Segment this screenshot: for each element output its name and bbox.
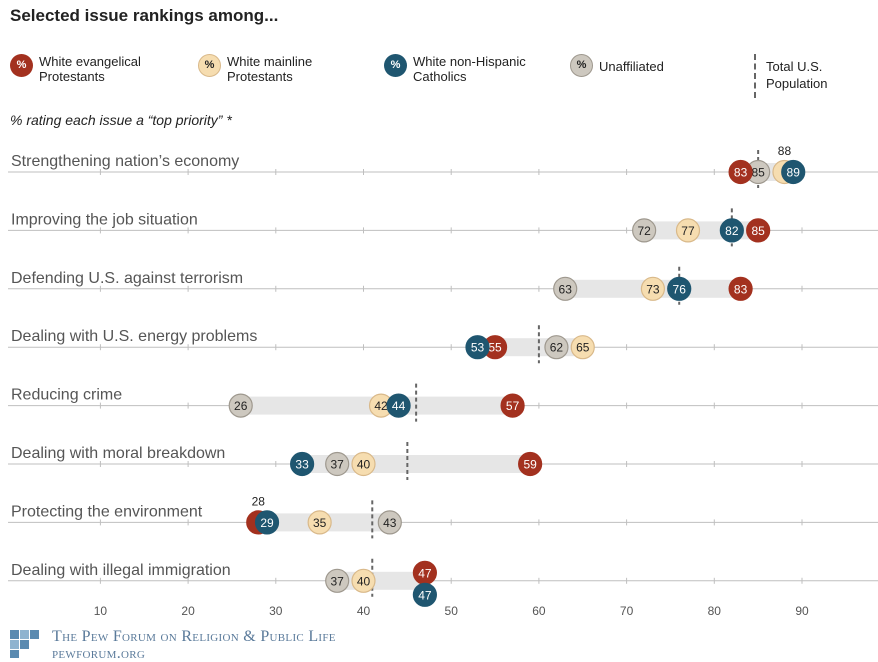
data-label-catholic: 29 bbox=[260, 516, 274, 530]
legend-catholic-dot: % bbox=[384, 54, 407, 77]
footer-site: pewforum.org bbox=[52, 645, 146, 662]
dot-catholic bbox=[465, 335, 490, 360]
dot-mainline bbox=[351, 451, 376, 477]
legend-mainline-label: White mainline Protestants bbox=[227, 54, 313, 84]
data-label-evangelical: 47 bbox=[418, 566, 432, 580]
issue-label: Dealing with moral breakdown bbox=[11, 445, 225, 462]
legend-mainline: % White mainline Protestants bbox=[198, 54, 347, 84]
data-label-evangelical: 85 bbox=[751, 224, 765, 238]
data-label-unaffiliated: 37 bbox=[331, 458, 345, 472]
data-label-catholic: 47 bbox=[418, 588, 432, 602]
legend-unaffiliated: % Unaffiliated bbox=[570, 54, 699, 77]
legend-mainline-dot: % bbox=[198, 54, 221, 77]
data-label-evangelical: 83 bbox=[734, 282, 748, 296]
issue-label: Improving the job situation bbox=[11, 211, 198, 228]
chart-subtitle: % rating each issue a “top priority” * bbox=[10, 112, 232, 128]
issue-label: Dealing with illegal immigration bbox=[11, 562, 231, 579]
x-tick-label: 50 bbox=[445, 604, 459, 618]
x-tick-label: 30 bbox=[269, 604, 283, 618]
legend-total-line bbox=[754, 54, 756, 98]
dot-unaffiliated bbox=[325, 451, 350, 477]
dot-mainline bbox=[307, 510, 332, 535]
x-tick-label: 90 bbox=[795, 604, 809, 618]
pew-logo-icon bbox=[10, 630, 39, 658]
x-tick-label: 70 bbox=[620, 604, 634, 618]
footer: The Pew Forum on Religion & Public Life … bbox=[52, 628, 336, 662]
data-label-mainline: 35 bbox=[313, 516, 327, 530]
dot-unaffiliated bbox=[325, 568, 350, 593]
legend-evangelical: % White evangelical Protestants bbox=[10, 54, 169, 84]
data-label-evangelical: 55 bbox=[488, 341, 502, 355]
data-label-mainline: 73 bbox=[646, 282, 660, 296]
data-label-mainline: 88 bbox=[778, 144, 792, 158]
dot-catholic bbox=[667, 276, 692, 301]
legend-catholic-label: White non-Hispanic Catholics bbox=[413, 54, 526, 84]
dot-catholic bbox=[254, 510, 280, 535]
dot-catholic bbox=[781, 159, 806, 185]
dot-evangelical bbox=[746, 218, 771, 243]
data-label-evangelical: 59 bbox=[523, 458, 537, 472]
data-label-catholic: 76 bbox=[673, 282, 687, 296]
range-bar bbox=[337, 571, 425, 590]
footer-org: The Pew Forum on Religion & Public Life bbox=[52, 628, 336, 645]
issue-label: Dealing with U.S. energy problems bbox=[11, 328, 257, 345]
data-label-unaffiliated: 26 bbox=[234, 399, 248, 413]
data-label-catholic: 44 bbox=[392, 399, 406, 413]
data-label-unaffiliated: 63 bbox=[559, 282, 573, 296]
x-tick-label: 20 bbox=[181, 604, 195, 618]
data-label-unaffiliated: 62 bbox=[550, 341, 564, 355]
dot-unaffiliated bbox=[228, 393, 253, 418]
dot-evangelical bbox=[500, 393, 525, 418]
data-label-catholic: 53 bbox=[471, 341, 485, 355]
dot-unaffiliated bbox=[632, 218, 657, 243]
data-label-unaffiliated: 43 bbox=[383, 516, 397, 530]
x-tick-label: 60 bbox=[532, 604, 546, 618]
dot-evangelical bbox=[728, 159, 753, 185]
data-label-unaffiliated: 37 bbox=[331, 574, 345, 588]
x-tick-label: 10 bbox=[94, 604, 108, 618]
dot-catholic bbox=[386, 393, 411, 418]
dot-evangelical bbox=[728, 276, 753, 301]
x-tick-label: 40 bbox=[357, 604, 371, 618]
dot-catholic bbox=[290, 451, 315, 477]
chart-title: Selected issue rankings among... bbox=[10, 6, 279, 25]
data-label-mainline: 42 bbox=[374, 399, 388, 413]
issue-label: Strengthening nation’s economy bbox=[11, 153, 239, 170]
issue-label: Reducing crime bbox=[11, 387, 122, 404]
legend-evangelical-label: White evangelical Protestants bbox=[39, 54, 141, 84]
legend-total-label: Total U.S. Population bbox=[766, 59, 828, 91]
chart-plot: Strengthening nation’s economy 85 88 83 89 Im… bbox=[8, 144, 878, 618]
x-tick-label: 80 bbox=[708, 604, 722, 618]
data-label-evangelical: 83 bbox=[734, 166, 748, 180]
issue-label: Defending U.S. against terrorism bbox=[11, 270, 243, 287]
data-label-evangelical: 28 bbox=[252, 494, 266, 508]
dot-mainline bbox=[351, 568, 376, 593]
dot-catholic bbox=[719, 218, 744, 243]
legend-unaffiliated-label: Unaffiliated bbox=[599, 59, 664, 74]
data-label-evangelical: 57 bbox=[506, 399, 520, 413]
data-label-unaffiliated: 85 bbox=[751, 166, 765, 180]
data-label-catholic: 33 bbox=[295, 458, 309, 472]
data-label-catholic: 82 bbox=[725, 224, 739, 238]
legend-evangelical-dot: % bbox=[10, 54, 33, 77]
dot-catholic bbox=[412, 582, 437, 607]
legend-unaffiliated-dot: % bbox=[570, 54, 593, 77]
dot-unaffiliated bbox=[544, 335, 569, 360]
dot-mainline bbox=[640, 276, 666, 301]
data-label-mainline: 65 bbox=[576, 341, 590, 355]
issue-label: Protecting the environment bbox=[11, 503, 203, 520]
dot-mainline bbox=[570, 335, 595, 360]
legend-catholic: % White non-Hispanic Catholics bbox=[384, 54, 548, 84]
data-label-unaffiliated: 72 bbox=[637, 224, 651, 238]
dot-evangelical bbox=[518, 451, 543, 477]
data-label-catholic: 89 bbox=[787, 166, 801, 180]
data-label-mainline: 40 bbox=[357, 458, 371, 472]
dot-mainline bbox=[675, 218, 701, 243]
dot-unaffiliated bbox=[553, 276, 578, 301]
data-label-mainline: 40 bbox=[357, 574, 371, 588]
dot-unaffiliated bbox=[377, 510, 402, 535]
data-label-mainline: 77 bbox=[681, 224, 695, 238]
